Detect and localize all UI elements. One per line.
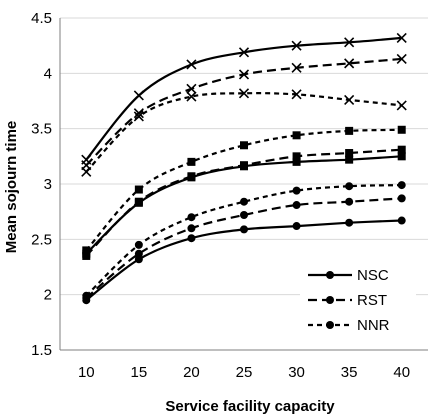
data-point: [187, 224, 196, 233]
data-point: [345, 182, 354, 191]
x-tick-label: 30: [288, 364, 305, 381]
legend-label: RST: [357, 292, 387, 309]
data-point: [240, 225, 248, 234]
x-axis-title: Service facility capacity: [165, 398, 335, 415]
data-point: [240, 161, 248, 170]
data-point: [292, 222, 301, 231]
data-point: [82, 246, 91, 255]
axes: [59, 18, 428, 351]
data-point: [397, 216, 406, 225]
data-point: [291, 40, 302, 51]
data-point: [240, 141, 248, 150]
legend: NSC RST NNR: [300, 260, 416, 340]
data-point: [397, 181, 406, 190]
data-point: [134, 197, 143, 206]
legend-label: NNR: [357, 317, 390, 334]
series-group: [81, 32, 407, 305]
legend-entry: NSC: [308, 267, 389, 284]
data-point: [187, 234, 196, 243]
data-point: [240, 197, 248, 206]
y-tick-label: 3: [44, 176, 52, 193]
data-point: [397, 145, 406, 154]
data-point: [397, 125, 406, 134]
data-point: [240, 210, 248, 219]
series-5: [82, 145, 406, 260]
x-tick-label: 20: [183, 364, 200, 381]
data-point: [396, 53, 407, 65]
data-point: [134, 255, 143, 264]
data-point: [238, 88, 250, 99]
data-point: [344, 94, 355, 105]
grid: [60, 17, 428, 296]
data-point: [292, 131, 301, 140]
legend-entry: NNR: [308, 317, 390, 334]
data-point: [345, 155, 354, 164]
data-point: [186, 91, 197, 102]
legend-marker: [326, 296, 334, 304]
legend-marker: [326, 321, 334, 329]
data-point: [134, 240, 143, 249]
data-point: [187, 157, 196, 166]
y-tick-label: 4.5: [31, 10, 52, 27]
x-tick-label: 35: [341, 364, 358, 381]
data-point: [133, 111, 144, 122]
x-tick-label: 15: [131, 364, 148, 381]
data-point: [186, 83, 197, 94]
data-point: [134, 249, 143, 258]
data-point: [187, 172, 196, 181]
series-3: [82, 181, 406, 300]
y-tick-label: 2: [44, 287, 52, 304]
y-tick-label: 4: [44, 65, 52, 82]
data-point: [345, 149, 354, 158]
data-point: [345, 197, 354, 206]
x-tick-label: 10: [78, 364, 95, 381]
data-point: [238, 69, 250, 80]
x-tick-label: 40: [393, 364, 410, 381]
data-point: [396, 32, 407, 43]
data-point: [134, 185, 143, 194]
y-tick-label: 2.5: [31, 231, 52, 248]
series-1: [82, 216, 406, 305]
data-point: [397, 152, 406, 161]
data-point: [345, 126, 354, 135]
y-axis-title: Mean sojourn time: [3, 121, 20, 254]
data-point: [133, 90, 144, 101]
series-6: [82, 125, 406, 255]
data-point: [187, 213, 196, 222]
data-point: [292, 152, 301, 161]
tick-labels: 1.5 2 2.5 3 3.5 4 4.5 10 15 20 25 30 35 40: [31, 10, 410, 381]
data-point: [345, 218, 354, 227]
series-7: [81, 32, 407, 165]
data-point: [291, 62, 302, 73]
data-point: [82, 251, 91, 260]
data-point: [396, 100, 407, 111]
legend-label: NSC: [357, 267, 389, 284]
y-tick-label: 1.5: [31, 342, 52, 359]
data-point: [292, 186, 301, 195]
y-tick-label: 3.5: [31, 121, 52, 138]
legend-background: [300, 260, 416, 340]
series-9: [81, 88, 407, 177]
data-point: [344, 58, 355, 69]
data-point: [344, 37, 355, 48]
x-tick-label: 25: [236, 364, 253, 381]
data-point: [82, 291, 91, 300]
legend-entry: RST: [308, 292, 387, 309]
data-point: [133, 108, 144, 119]
data-point: [238, 47, 250, 58]
data-point: [397, 194, 406, 203]
data-point: [292, 157, 301, 166]
data-point: [186, 59, 197, 70]
data-point: [292, 201, 301, 210]
data-point: [81, 166, 92, 177]
legend-marker: [326, 271, 334, 279]
data-point: [291, 89, 302, 100]
